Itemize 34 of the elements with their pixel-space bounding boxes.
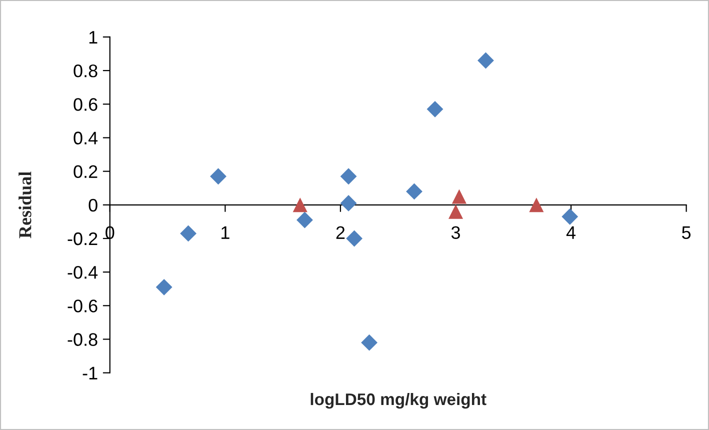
x-tick-label: 5: [682, 226, 691, 239]
y-tick-label: 0.8: [74, 64, 98, 78]
y-tick-label: 0.6: [74, 98, 98, 111]
y-tick-label: 0.4: [74, 132, 98, 144]
y-tick-label: -1: [82, 366, 98, 380]
point: [340, 195, 357, 212]
point: [180, 225, 197, 242]
y-tick-label: 0: [88, 198, 98, 212]
point: [340, 168, 357, 185]
point: [448, 204, 464, 219]
point: [346, 230, 363, 247]
point: [406, 183, 422, 200]
point: [296, 212, 313, 228]
y-tick-label: 0.2: [74, 165, 98, 178]
x-tick-label: 4: [566, 226, 576, 239]
point: [292, 198, 308, 212]
point: [478, 52, 494, 69]
point: [156, 278, 172, 296]
point: [529, 198, 544, 212]
y-axis-title: Residual: [18, 172, 32, 238]
point: [210, 168, 226, 185]
y-tick-label: -0.4: [68, 266, 98, 279]
y-tick-label: 1: [89, 31, 98, 44]
y-tick-label: -0.2: [68, 232, 98, 246]
x-tick-label: 3: [451, 226, 460, 239]
x-tick-label: 1: [222, 226, 230, 239]
y-tick-label: -0.6: [68, 300, 98, 312]
point: [452, 189, 466, 204]
point: [361, 334, 378, 351]
point: [562, 208, 578, 225]
point: [426, 100, 444, 118]
x-axis-title: logLD50 mg/kg weight: [310, 392, 486, 409]
y-tick-label: -0.8: [68, 333, 98, 346]
x-tick-label: 2: [336, 226, 345, 239]
